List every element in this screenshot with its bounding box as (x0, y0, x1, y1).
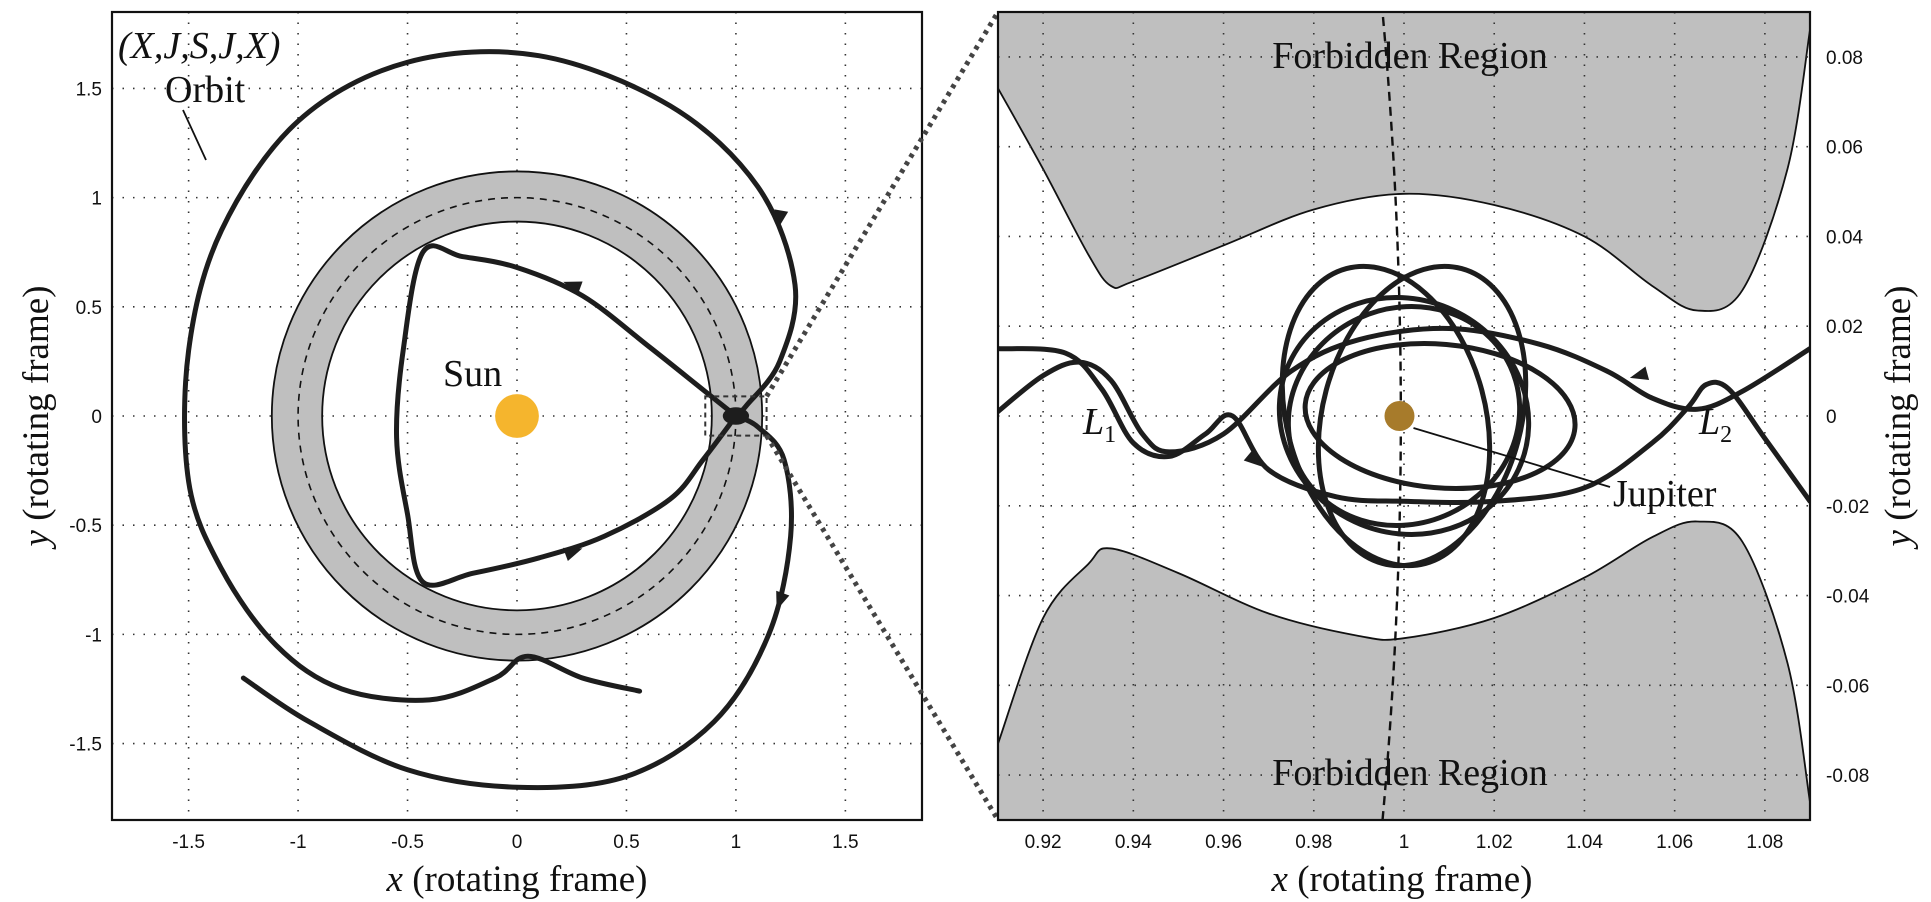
jupiter-leader-line (1413, 427, 1611, 488)
y-tick-label: 0 (1826, 407, 1837, 428)
y-tick-label: 0.08 (1826, 48, 1863, 69)
left-panel: -1.5 -1 -0.5 0 0.5 1 1.5 -1.5 -1 -0.5 0 0.5 1 1.5 (X… (16, 10, 924, 900)
forbidden-top-label: Forbidden Region (1272, 35, 1547, 77)
trajectory-arrow (776, 590, 790, 611)
x-tick-label: -1.5 (172, 832, 205, 853)
y-tick-label: 0.5 (76, 298, 102, 319)
y-tick-label: 1 (91, 189, 102, 210)
right-x-tick-labels: 0.92 0.94 0.96 0.98 1 1.02 1.04 1.06 1.08 (1025, 832, 1784, 853)
left-arrows (563, 209, 790, 611)
x-tick-label: -0.5 (391, 832, 424, 853)
y-tick-label: 0.02 (1826, 317, 1863, 338)
x-tick-label: 1.04 (1566, 832, 1603, 853)
trajectory-loop (1302, 340, 1578, 492)
y-tick-label: 1.5 (76, 79, 102, 100)
trajectory-arrow (563, 281, 583, 295)
jupiter-orbit-dashed (1381, 12, 1403, 820)
left-plot-area (182, 49, 799, 791)
y-tick-label: -1 (85, 625, 102, 646)
trajectory-arrow (1629, 366, 1650, 381)
annulus-band (270, 170, 764, 662)
x-tick-label: 1 (1399, 832, 1410, 853)
zoom-box (704, 395, 768, 437)
trajectory-loop (1285, 303, 1523, 529)
y-tick-label: -0.08 (1826, 766, 1869, 787)
x-tick-label: 0.96 (1205, 832, 1242, 853)
left-grid (112, 12, 922, 820)
right-grid (998, 12, 1810, 820)
L1-label: L1 (1082, 401, 1116, 448)
trajectory-segment (998, 325, 1810, 455)
right-plot-area (998, 12, 1810, 820)
x-tick-label: 1.02 (1476, 832, 1513, 853)
orbit-leader-line (182, 109, 207, 161)
x-tick-label: 1 (731, 832, 742, 853)
jupiter-label: Jupiter (1613, 473, 1717, 515)
left-y-tick-labels: -1.5 -1 -0.5 0 0.5 1 1.5 (69, 79, 102, 755)
x-tick-label: 0.92 (1025, 832, 1062, 853)
x-tick-label: 1.5 (832, 832, 858, 853)
trajectory-loop (1276, 295, 1532, 537)
right-axes-frame (996, 10, 1812, 822)
right-arrows (1243, 366, 1650, 467)
x-tick-label: 1.08 (1746, 832, 1783, 853)
zoom-connector-bottom (764, 434, 1001, 822)
right-y-tick-labels: 0.08 0.06 0.04 0.02 0 -0.02 -0.04 -0.06 -0.08 (1826, 48, 1870, 787)
y-tick-label: 0.04 (1826, 227, 1863, 248)
right-y-axis-label: y (rotating frame) (1878, 286, 1919, 551)
orbit-name-label: (X,J,S,J,X) (118, 25, 280, 67)
trajectory-segment (998, 346, 1810, 505)
y-tick-label: -0.02 (1826, 497, 1869, 518)
trajectory-arrow (1243, 449, 1263, 467)
trajectory-segment (182, 49, 799, 703)
trajectory-segment (240, 413, 794, 791)
trajectory-segment (393, 243, 739, 588)
jupiter-marker (1384, 401, 1415, 431)
x-tick-label: 0.5 (613, 832, 639, 853)
y-tick-label: -1.5 (69, 735, 102, 756)
x-tick-label: -1 (290, 832, 307, 853)
right-x-axis-label: x (rotating frame) (1271, 859, 1533, 900)
left-x-axis-label: x (rotating frame) (386, 859, 648, 900)
left-y-axis-label: y (rotating frame) (16, 286, 57, 551)
trajectory-loop (1315, 263, 1529, 569)
x-tick-label: 0.94 (1115, 832, 1152, 853)
left-trajectory (182, 49, 799, 791)
y-tick-label: 0.06 (1826, 138, 1863, 159)
forbidden-bottom-label: Forbidden Region (1272, 752, 1547, 794)
zoom-connector-top (764, 10, 1001, 398)
orbit-word-label: Orbit (165, 69, 246, 111)
y-tick-label: 0 (91, 407, 102, 428)
right-panel: 0.92 0.94 0.96 0.98 1 1.02 1.04 1.06 1.08 0.080.… (996, 10, 1919, 900)
left-x-tick-labels: -1.5 -1 -0.5 0 0.5 1 1.5 (172, 832, 858, 853)
sun-marker (495, 394, 539, 438)
L2-label: L2 (1698, 401, 1732, 448)
y-tick-label: -0.06 (1826, 676, 1869, 697)
left-axes-frame (110, 10, 924, 822)
jupiter-marker-left (722, 407, 750, 425)
trajectory-arrow (774, 209, 789, 229)
y-tick-label: -0.5 (69, 516, 102, 537)
x-tick-label: 1.06 (1656, 832, 1693, 853)
x-tick-label: 0 (512, 832, 523, 853)
y-tick-label: -0.04 (1826, 587, 1870, 608)
sun-label: Sun (443, 353, 502, 395)
x-tick-label: 0.98 (1295, 832, 1332, 853)
right-trajectory (998, 263, 1810, 569)
trajectory-arrow (563, 547, 583, 562)
